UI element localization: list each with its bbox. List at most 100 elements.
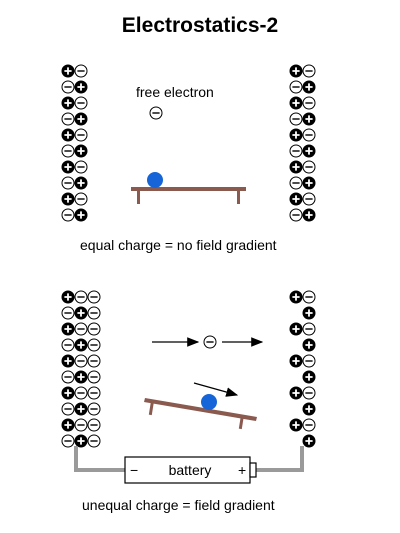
positive-charge-icon [302,434,316,448]
positive-charge-icon [289,322,303,336]
negative-charge-icon [74,290,88,304]
negative-charge-icon [61,112,75,126]
positive-charge-icon [61,160,75,174]
positive-charge-icon [61,386,75,400]
wire-left [74,446,125,472]
positive-charge-icon [74,370,88,384]
negative-charge-icon [289,112,303,126]
positive-charge-icon [289,418,303,432]
positive-charge-icon [61,96,75,110]
negative-charge-icon [289,80,303,94]
positive-charge-icon [74,402,88,416]
negative-charge-icon [302,354,316,368]
positive-charge-icon [61,290,75,304]
free-electron-icon [149,106,163,120]
negative-charge-icon [74,418,88,432]
bottom-ball [201,394,217,410]
negative-charge-icon [61,176,75,190]
top-right-charge-plate [289,64,316,222]
positive-charge-icon [74,176,88,190]
positive-charge-icon [302,370,316,384]
positive-charge-icon [74,80,88,94]
positive-charge-icon [289,354,303,368]
negative-charge-icon [87,322,101,336]
battery [124,456,257,484]
negative-charge-icon [87,338,101,352]
bottom-caption: unequal charge = field gradient [82,497,275,513]
battery-minus: − [130,462,138,478]
positive-charge-icon [74,306,88,320]
negative-charge-icon [87,434,101,448]
negative-charge-icon [302,386,316,400]
negative-charge-icon [74,322,88,336]
positive-charge-icon [74,208,88,222]
negative-charge-icon [302,322,316,336]
electron-icon [203,335,217,349]
negative-charge-icon [61,80,75,94]
level-plank [131,187,246,204]
negative-charge-icon [87,386,101,400]
negative-charge-icon [87,402,101,416]
bottom-left-charge-plate [61,290,101,448]
positive-charge-icon [61,64,75,78]
positive-charge-icon [289,64,303,78]
positive-charge-icon [61,418,75,432]
negative-charge-icon [61,434,75,448]
negative-charge-icon [61,144,75,158]
positive-charge-icon [289,290,303,304]
positive-charge-icon [302,402,316,416]
top-ball [147,172,163,188]
negative-charge-icon [87,306,101,320]
positive-charge-icon [61,192,75,206]
positive-charge-icon [74,112,88,126]
negative-charge-icon [61,208,75,222]
bottom-right-charge-plate [289,290,316,448]
negative-charge-icon [87,418,101,432]
positive-charge-icon [289,128,303,142]
negative-charge-icon [87,290,101,304]
battery-label: battery [169,462,212,478]
positive-charge-icon [302,80,316,94]
negative-charge-icon [74,354,88,368]
negative-charge-icon [74,192,88,206]
battery-plus: + [238,462,246,478]
wire-right [256,446,304,472]
positive-charge-icon [61,354,75,368]
negative-charge-icon [289,208,303,222]
negative-charge-icon [302,160,316,174]
negative-charge-icon [74,96,88,110]
negative-charge-icon [302,96,316,110]
negative-charge-icon [87,370,101,384]
negative-charge-icon [289,176,303,190]
positive-charge-icon [302,338,316,352]
positive-charge-icon [302,144,316,158]
page-title: Electrostatics-2 [121,14,279,37]
negative-charge-icon [302,64,316,78]
positive-charge-icon [289,386,303,400]
positive-charge-icon [74,434,88,448]
negative-charge-icon [74,160,88,174]
positive-charge-icon [302,176,316,190]
negative-charge-icon [74,64,88,78]
free-electron-label: free electron [136,84,214,100]
positive-charge-icon [289,160,303,174]
negative-charge-icon [302,128,316,142]
positive-charge-icon [289,192,303,206]
ball-motion-arrow [193,382,239,397]
negative-charge-icon [61,306,75,320]
negative-charge-icon [74,128,88,142]
negative-charge-icon [61,370,75,384]
negative-charge-icon [302,418,316,432]
top-left-charge-plate [61,64,88,222]
tilted-plank [144,398,257,430]
negative-charge-icon [61,402,75,416]
negative-charge-icon [74,386,88,400]
positive-charge-icon [74,144,88,158]
positive-charge-icon [302,112,316,126]
top-caption: equal charge = no field gradient [80,237,277,253]
positive-charge-icon [302,306,316,320]
positive-charge-icon [289,96,303,110]
negative-charge-icon [61,338,75,352]
negative-charge-icon [302,290,316,304]
